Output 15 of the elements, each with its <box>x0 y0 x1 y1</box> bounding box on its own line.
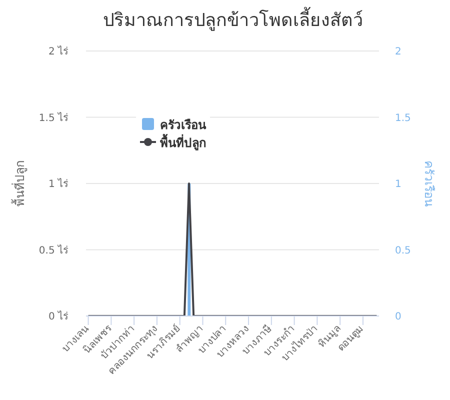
y2-axis-title: ครัวเรือน <box>422 160 436 206</box>
legend-label: ครัวเรือน <box>160 116 206 134</box>
y-axis-title: พื้นที่ปลูก <box>11 160 28 206</box>
y-tick-label: 2 ไร่ <box>48 46 69 58</box>
y-tick-label: 1 ไร่ <box>48 178 69 190</box>
y2-tick-label: 0.5 <box>395 245 411 256</box>
y2-tick-label: 0 <box>395 312 402 323</box>
legend-label: พื้นที่ปลูก <box>160 132 206 152</box>
y2-tick-label: 1.5 <box>395 112 411 124</box>
y2-tick-label: 1 <box>395 179 402 190</box>
y-tick-label: 0 ไร่ <box>48 310 69 323</box>
chart-title: ปริมาณการปลูกข้าวโพดเลี้ยงสัตว์ <box>102 6 364 33</box>
y2-tick-label: 2 <box>395 46 402 58</box>
y-tick-label: 0.5 ไร่ <box>38 244 69 256</box>
y-tick-label: 1.5 ไร่ <box>38 112 69 124</box>
